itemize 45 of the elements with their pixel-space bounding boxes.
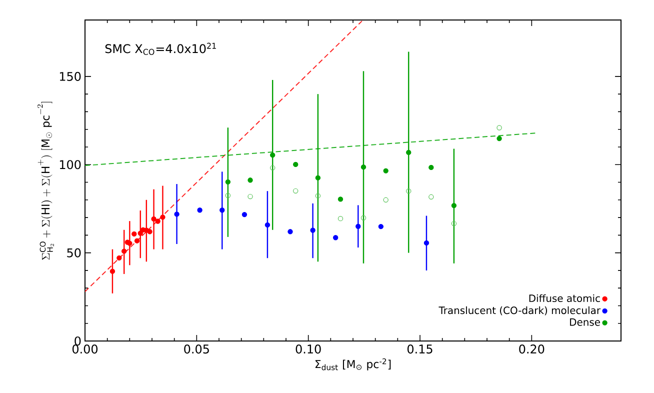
legend-label: Dense — [570, 318, 600, 326]
point — [225, 192, 231, 198]
point — [356, 224, 361, 229]
y-tick-label: 100 — [60, 160, 81, 170]
x-tick-label: 0.10 — [296, 344, 321, 354]
point — [310, 228, 316, 233]
point — [424, 240, 430, 246]
point — [451, 202, 457, 208]
point — [151, 216, 156, 222]
point — [220, 208, 225, 213]
point — [270, 165, 276, 170]
x-tick-label: 0.15 — [407, 344, 432, 354]
point — [406, 188, 412, 194]
y-tick-label: 50 — [67, 248, 81, 258]
point — [174, 212, 180, 217]
y-tick-label: 0 — [74, 336, 81, 346]
y-tick-label: 150 — [60, 72, 81, 81]
point — [160, 214, 166, 220]
legend-label: Diffuse atomic — [529, 294, 600, 302]
x-tick-label: 0.00 — [72, 344, 98, 354]
point — [360, 215, 366, 220]
point — [406, 150, 412, 156]
point — [496, 125, 502, 130]
point — [293, 188, 298, 194]
x-axis-title: Σ$_{dust}$ [M$_{⊙}$ pc$^{-2}$] — [315, 358, 391, 370]
point — [451, 220, 457, 226]
x-tick-label: 0.20 — [519, 344, 544, 354]
point — [315, 175, 321, 180]
point — [248, 194, 253, 200]
point — [338, 216, 344, 222]
legend-label: Translucent (CO-dark) molecular — [438, 306, 601, 316]
point — [428, 194, 434, 200]
point — [383, 197, 388, 202]
point — [270, 152, 276, 158]
point — [121, 248, 127, 254]
annotation: SMC X$_{CO}$=4.0x10$^{21}$ — [105, 42, 216, 55]
point — [315, 193, 321, 198]
point — [127, 240, 132, 246]
x-tick-label: 0.05 — [184, 344, 209, 354]
y-axis-title: $\Sigma^{\mathrm{CO}}_{\mathrm{H}_2} + \Sigma(\mathrm{HI}) + \Sigma(\mathrm{H}^{+})\ [\mathrm{M}_{\odot}\ \mathrm{pc}^{-2}]$ — [37, 102, 54, 260]
point — [360, 164, 366, 170]
point — [225, 179, 231, 185]
point — [110, 268, 116, 274]
point — [138, 230, 143, 236]
point — [264, 222, 270, 228]
